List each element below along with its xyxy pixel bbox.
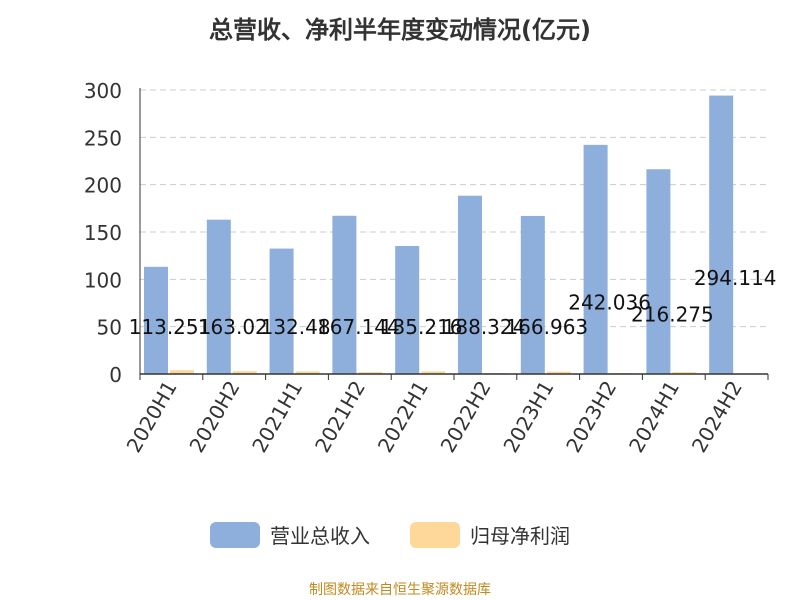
y-tick-label: 100 (84, 268, 122, 292)
bar-revenue (144, 266, 168, 374)
data-label-revenue: 163.02 (198, 315, 268, 339)
bar-revenue (646, 169, 671, 374)
data-label-revenue: 242.036 (568, 290, 651, 314)
bar-profit (358, 372, 383, 374)
x-tick-label: 2023H1 (498, 377, 558, 457)
y-tick-label: 300 (84, 79, 122, 103)
data-label-revenue: 135.216 (380, 315, 463, 339)
bar-revenue (583, 144, 608, 374)
y-tick-label: 250 (84, 126, 122, 150)
y-tick-label: 50 (97, 316, 122, 340)
x-tick-label: 2022H1 (373, 377, 433, 457)
data-label-revenue: 188.324 (443, 315, 526, 339)
y-tick-label: 0 (109, 363, 122, 387)
data-label-revenue: 166.963 (505, 315, 588, 339)
x-tick-label: 2021H2 (310, 377, 370, 457)
x-tick-label: 2022H2 (436, 377, 496, 457)
bar-profit (421, 371, 446, 374)
bar-revenue (332, 215, 357, 374)
data-label-revenue: 216.275 (631, 303, 714, 327)
bar-revenue (395, 245, 420, 374)
x-tick-label: 2020H2 (184, 377, 244, 457)
y-tick-label: 200 (84, 174, 122, 198)
x-tick-label: 2020H1 (122, 377, 182, 457)
source-note: 制图数据来自恒生聚源数据库 (309, 582, 491, 598)
bar-revenue (709, 95, 734, 374)
bar-revenue (269, 248, 294, 374)
legend-swatch-profit (410, 522, 460, 548)
chart-title: 总营收、净利半年度变动情况(亿元) (209, 16, 591, 44)
legend-swatch-revenue (210, 522, 260, 548)
data-label-revenue: 294.114 (694, 266, 777, 290)
bar-profit (170, 370, 194, 374)
bar-profit (295, 371, 320, 374)
x-tick-label: 2021H1 (247, 377, 307, 457)
bar-profit (232, 371, 257, 374)
bar-profit (546, 371, 571, 374)
x-tick-label: 2024H2 (687, 377, 747, 457)
x-tick-label: 2024H1 (624, 377, 684, 457)
data-label-revenue: 132.48 (261, 315, 331, 339)
legend-label-profit: 归母净利润 (470, 524, 570, 548)
bar-revenue (206, 219, 231, 374)
legend-label-revenue: 营业总收入 (270, 524, 370, 548)
bar-revenue (520, 215, 545, 374)
x-tick-label: 2023H2 (561, 377, 621, 457)
data-label-revenue: 167.144 (317, 315, 400, 339)
data-label-revenue: 113.251 (129, 315, 212, 339)
bar-revenue (458, 195, 482, 374)
y-tick-label: 150 (84, 221, 122, 245)
bar-profit (672, 372, 697, 374)
